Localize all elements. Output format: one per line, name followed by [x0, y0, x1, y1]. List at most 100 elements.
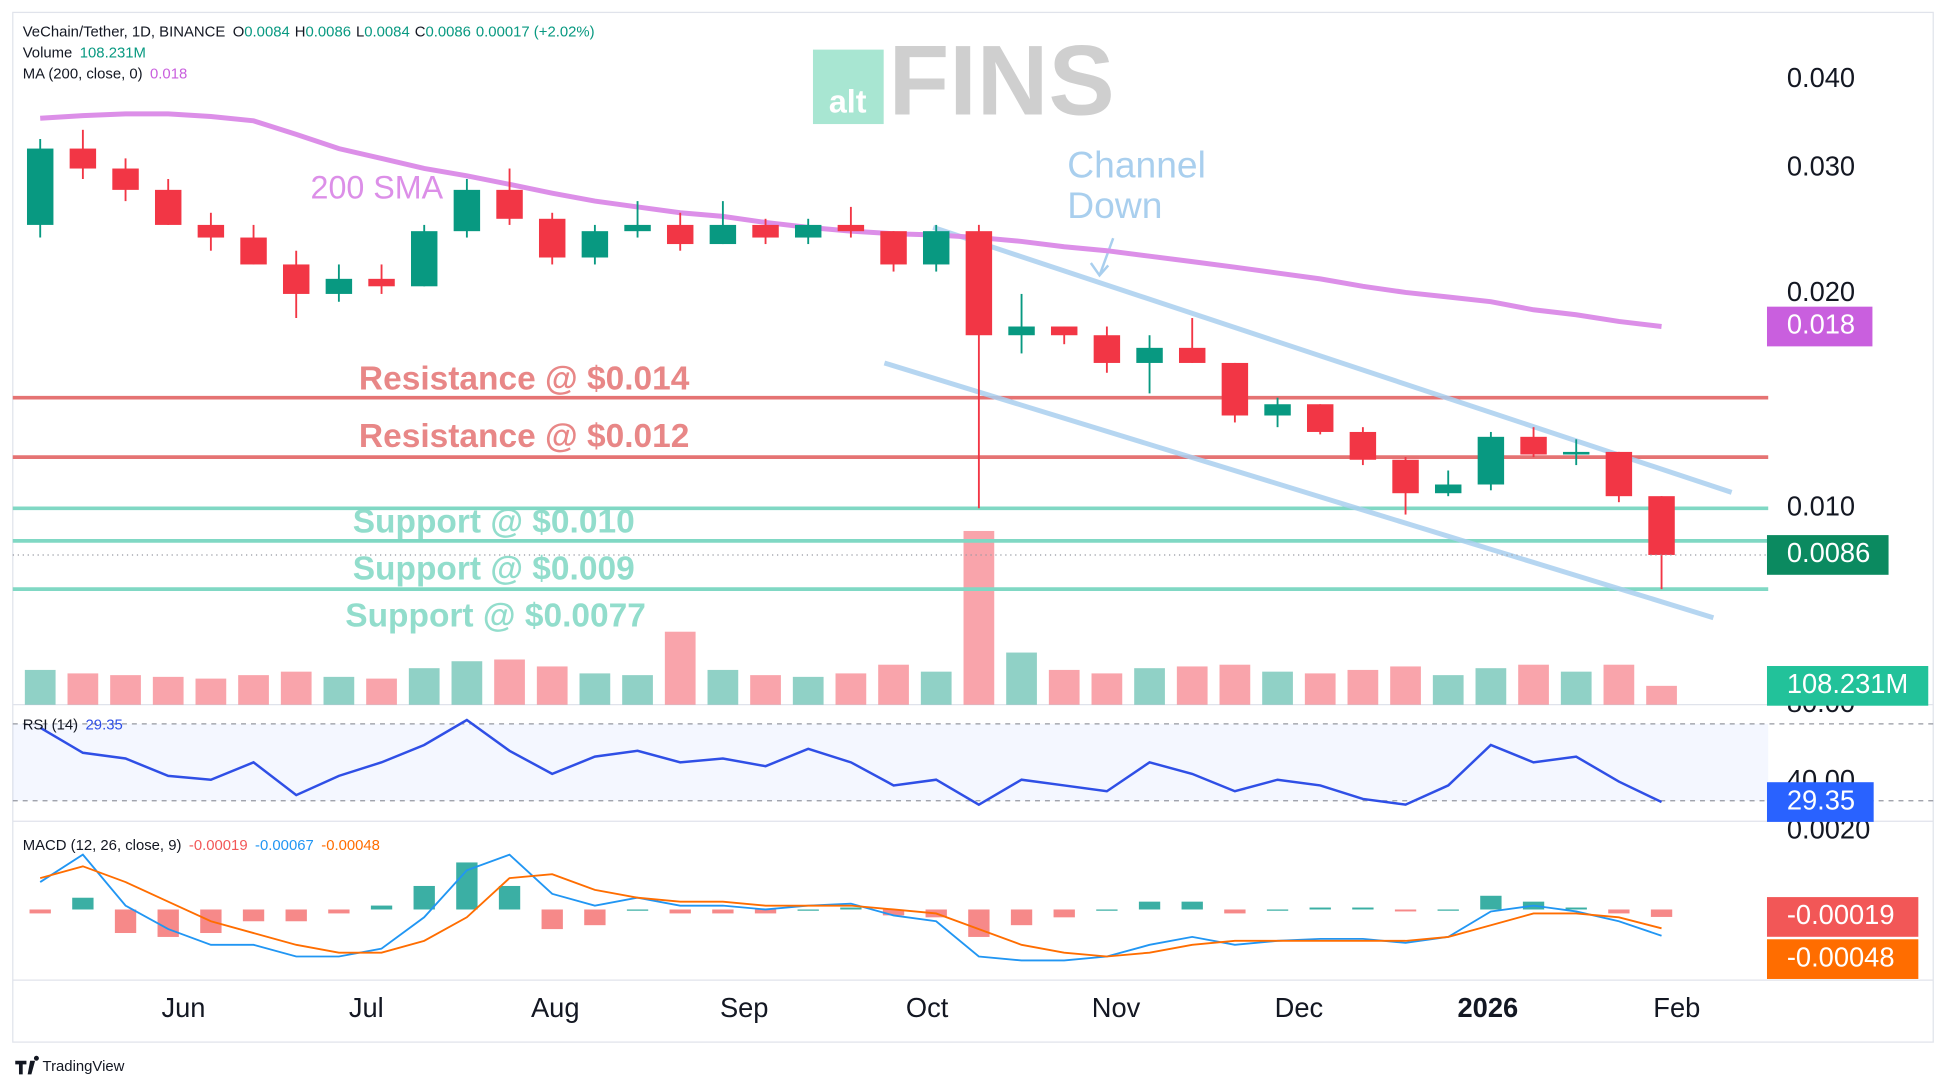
watermark-text: FINS: [889, 25, 1115, 136]
macd-histogram-bar: [29, 909, 51, 914]
price-box-label: 0.0086: [1787, 537, 1870, 568]
rsi-box-label: 29.35: [1787, 784, 1855, 815]
macd-line: [39, 865, 1662, 958]
ma-value: 0.018: [150, 66, 187, 82]
legend-value: 0.0084: [364, 24, 409, 40]
macd-hist-box-label: -0.00019: [1787, 899, 1895, 930]
volume-bar: [451, 661, 483, 705]
macd-histogram-bar: [456, 862, 478, 910]
candle-body: [325, 278, 353, 294]
volume-bar: [238, 675, 269, 705]
volume-bar: [536, 666, 568, 705]
footer-text: TradingView: [43, 1059, 125, 1075]
volume-bar: [1262, 671, 1293, 705]
y-tick-label: 0.010: [1787, 491, 1855, 522]
candle-body: [154, 189, 182, 225]
channel-line: [932, 225, 1733, 495]
candle-body: [752, 224, 779, 238]
volume-bar: [750, 675, 781, 705]
macd-histogram-bar: [1181, 901, 1203, 910]
candle-body: [240, 237, 267, 265]
legend-value: 0.0086: [425, 24, 470, 40]
volume-bar: [878, 664, 909, 705]
candle-body: [410, 231, 438, 287]
rsi-band: [12, 723, 1769, 801]
watermark-box: [812, 49, 884, 125]
candle-body: [965, 231, 993, 336]
legend-change: 0.00017 (+2.02%): [476, 24, 595, 40]
candle-body: [1136, 347, 1163, 363]
legend-value: 0.0086: [306, 24, 352, 40]
volume-bar: [1347, 669, 1379, 705]
x-tick-label: Feb: [1653, 992, 1700, 1023]
candle-body: [1392, 459, 1419, 494]
candle-body: [880, 231, 907, 265]
macd-histogram-bar: [541, 909, 563, 930]
volume-bar: [110, 675, 141, 705]
volume-box-label: 108.231M: [1787, 668, 1908, 699]
macd-histogram-bar: [285, 909, 307, 922]
volume-value: 108.231M: [80, 45, 146, 61]
volume-bar: [152, 676, 184, 705]
candle-body: [1264, 404, 1291, 416]
macd-histogram-bar: [840, 907, 862, 910]
rsi-legend: RSI (14) 29.35: [23, 718, 123, 734]
x-tick-label: Dec: [1275, 992, 1324, 1023]
volume-bar: [1006, 652, 1037, 705]
volume-bar: [1603, 664, 1635, 705]
macd-histogram-bar: [669, 909, 691, 914]
candle-body: [538, 218, 566, 258]
volume-bar: [1432, 675, 1464, 705]
macd-title: MACD (12, 26, close, 9): [23, 838, 182, 854]
volume-bar: [1219, 664, 1251, 705]
macd-hist-box: [1766, 897, 1919, 937]
ma-box: [1766, 306, 1873, 347]
level-label: Support @ $0.010: [353, 503, 635, 540]
candle-body: [624, 224, 651, 232]
macd-value: -0.00067: [255, 838, 314, 854]
rsi-title: RSI (14): [23, 718, 78, 734]
watermark: alt FINS: [812, 25, 1115, 136]
macd-histogram-bar: [1608, 909, 1630, 914]
macd-histogram-bar: [754, 909, 777, 914]
ma-annotation: 200 SMA: [311, 169, 444, 205]
macd-histogram-bar: [1437, 909, 1459, 911]
macd-histogram-bar: [1138, 901, 1161, 910]
macd-histogram-bar: [1266, 909, 1289, 911]
x-tick-label: Nov: [1092, 992, 1141, 1023]
macd-histogram-bar: [413, 885, 435, 910]
y-tick-label: 0.020: [1787, 276, 1855, 307]
volume-bar: [1646, 685, 1677, 705]
volume-title: Volume: [23, 45, 73, 61]
channel-arrow: [1089, 237, 1115, 278]
volume-bar: [323, 676, 355, 705]
macd-legend: MACD (12, 26, close, 9) -0.00019 -0.00067-…: [23, 838, 380, 854]
x-tick-label: Aug: [531, 992, 580, 1023]
volume-bar: [963, 530, 995, 705]
x-tick-label: Sep: [720, 992, 769, 1023]
ma-title: MA (200, close, 0): [23, 66, 143, 82]
volume-bar: [835, 673, 867, 705]
candle-body: [26, 148, 54, 225]
candle-body: [794, 224, 822, 238]
level-label: Resistance @ $0.012: [359, 418, 690, 455]
candle-body: [1221, 362, 1249, 416]
macd-histogram-bar: [626, 909, 649, 911]
macd-histogram-bar: [1309, 907, 1331, 910]
footer-logo: [15, 1055, 39, 1075]
macd-histogram-bar: [1010, 909, 1033, 926]
volume-bar: [1475, 668, 1507, 705]
y-tick-label: 0.030: [1787, 151, 1855, 182]
volume-bar: [67, 673, 99, 705]
macd-signal-box: [1766, 939, 1919, 979]
volume-bar: [280, 671, 312, 705]
rsi-line: [39, 718, 1663, 807]
volume-bar: [195, 678, 227, 705]
channel-label: Down: [1067, 184, 1162, 226]
volume-bar: [24, 669, 56, 705]
macd-signal-value: -0.00048: [321, 838, 380, 854]
volume-bar: [1091, 673, 1123, 705]
volume-bar: [622, 675, 653, 705]
